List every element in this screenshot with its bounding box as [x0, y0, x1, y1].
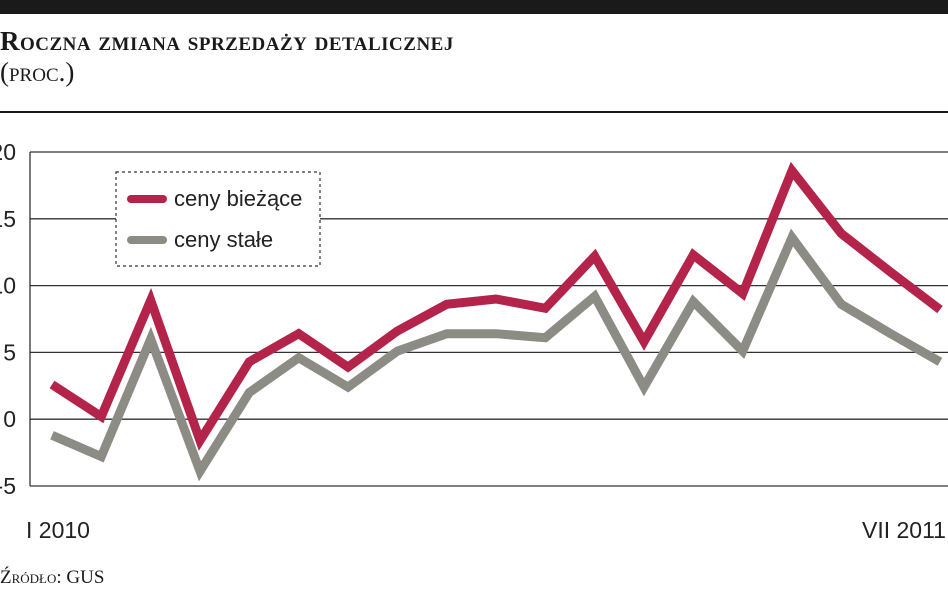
x-axis-end-label: VII 2011 [862, 517, 946, 543]
y-tick-label: 15 [0, 206, 16, 232]
line-chart: 20 15 10 5 0 -5 ceny bieżące ceny stałe I 201… [0, 139, 948, 543]
chart-subtitle: (proc.) [0, 57, 75, 87]
chart-title: Roczna zmiana sprzedaży detalicznej [0, 26, 454, 56]
legend-label-constant-prices: ceny stałe [174, 227, 273, 252]
y-tick-label: 5 [3, 339, 16, 365]
header-rule [0, 111, 948, 113]
y-tick-label: 10 [0, 273, 16, 299]
x-axis-start-label: I 2010 [26, 517, 90, 543]
series-line-constant-prices [50, 228, 943, 482]
y-axis-ticks: 20 15 10 5 0 -5 [0, 139, 16, 499]
y-tick-label: 0 [3, 406, 16, 432]
top-bar [0, 0, 948, 14]
series-line-current-prices [49, 161, 943, 451]
series-lines [49, 161, 943, 482]
legend-box [115, 171, 321, 267]
legend-label-current-prices: ceny bieżące [174, 186, 302, 211]
source-note: Źródło: GUS [0, 567, 105, 588]
legend: ceny bieżące ceny stałe [115, 171, 321, 267]
y-tick-label: 20 [0, 139, 16, 165]
y-tick-label: -5 [0, 473, 16, 499]
